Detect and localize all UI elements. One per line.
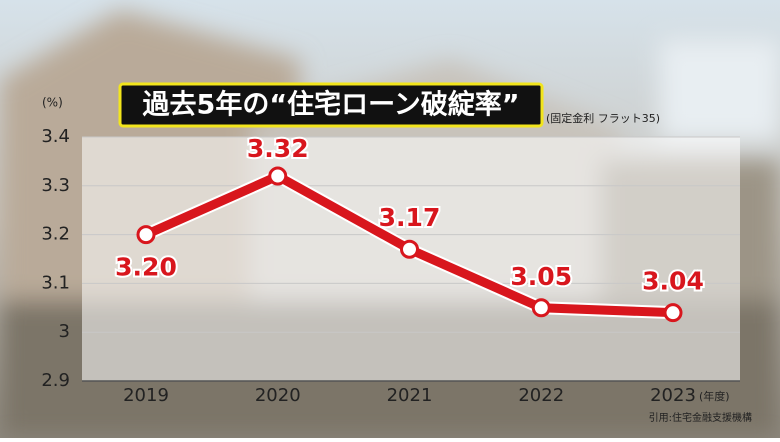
data-point: [136, 225, 156, 245]
subtitle: (固定金利 フラット35): [546, 111, 660, 125]
y-tick-label: 3.2: [41, 224, 70, 245]
plot-area: [82, 137, 740, 381]
value-label: 3.20: [115, 253, 177, 282]
y-tick-label: 3: [59, 321, 70, 342]
value-label: 3.05: [510, 262, 572, 291]
data-point: [400, 239, 419, 259]
y-tick-label: 3.1: [41, 272, 70, 293]
y-tick-label: 2.9: [41, 370, 70, 391]
value-label: 3.32: [247, 134, 309, 163]
grid: 2.9 3 3.1 3.2 3.3 3.4 2019 2020 2021 2022 2023: [41, 126, 740, 406]
title-box: [118, 82, 544, 128]
y-axis-label: (%): [42, 96, 63, 110]
chart-title: 過去5年の“住宅ローン破綻率”: [143, 89, 520, 121]
x-tick-label: 2021: [387, 385, 433, 406]
value-label: 3.04: [642, 267, 704, 296]
marks: 3.20 3.32 3.17 3.05 3.04: [113, 132, 706, 323]
y-tick-label: 3.4: [41, 126, 70, 147]
source: 引用:住宅金融支援機構: [649, 411, 752, 424]
data-point: [531, 298, 551, 318]
data-point: [268, 166, 288, 186]
x-tick-label: 2023: [650, 385, 696, 406]
y-tick-label: 3.3: [41, 175, 70, 196]
x-tick-label: 2022: [518, 385, 564, 406]
x-tick-label: 2020: [255, 385, 301, 406]
x-axis-label: (年度): [699, 389, 730, 403]
x-tick-label: 2019: [123, 385, 169, 406]
value-label: 3.17: [379, 203, 441, 232]
data-point: [663, 303, 683, 323]
